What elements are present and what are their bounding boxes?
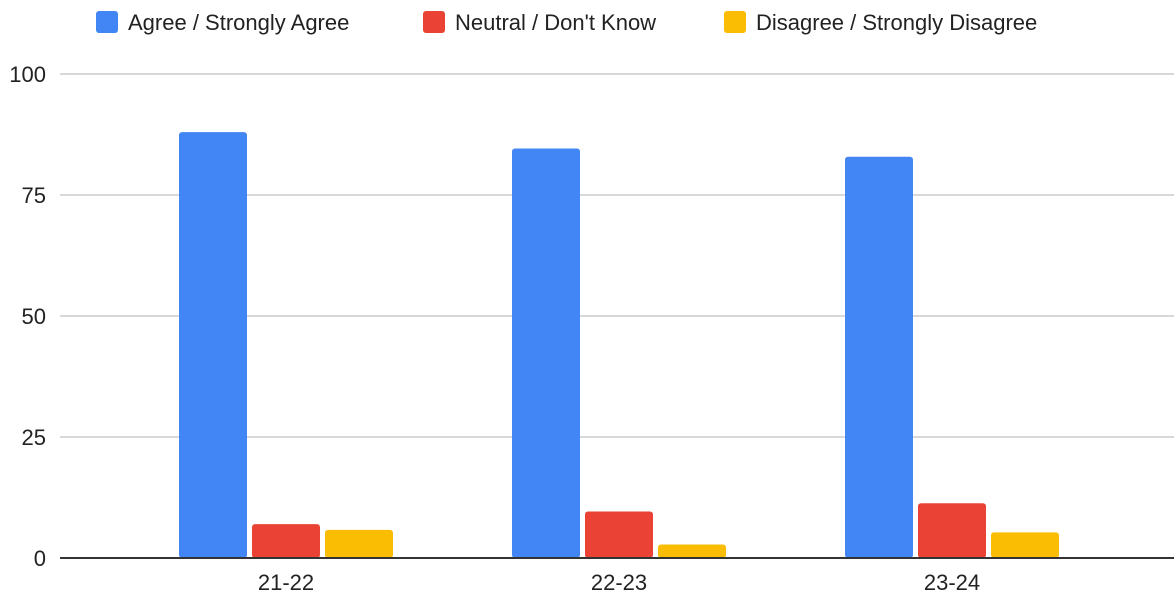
legend-swatch-3 [724, 11, 746, 33]
bar-21-22-3 [325, 529, 393, 558]
x-tick-label-21-22: 21-22 [258, 570, 314, 595]
bar-23-24-3 [991, 532, 1059, 558]
legend-label-1: Agree / Strongly Agree [128, 10, 349, 35]
x-axis-ticks: 21-22 22-23 23-24 [258, 570, 980, 595]
y-tick-label-0: 0 [34, 546, 46, 571]
y-tick-label-75: 75 [22, 183, 46, 208]
x-tick-label-23-24: 23-24 [924, 570, 980, 595]
bar-22-23-3 [658, 544, 726, 558]
legend-label-2: Neutral / Don't Know [455, 10, 656, 35]
legend-label-3: Disagree / Strongly Disagree [756, 10, 1037, 35]
bar-22-23-2 [585, 511, 653, 558]
y-tick-label-100: 100 [9, 62, 46, 87]
legend-swatch-2 [423, 11, 445, 33]
y-axis-ticks: 0 25 50 75 100 [9, 62, 46, 571]
y-tick-label-25: 25 [22, 425, 46, 450]
bar-22-23-1 [512, 148, 580, 558]
chart-legend: Agree / Strongly Agree Neutral / Don't Kn… [96, 10, 1037, 35]
bar-21-22-1 [179, 132, 247, 558]
bar-23-24-2 [918, 503, 986, 558]
legend-swatch-1 [96, 11, 118, 33]
chart-bars [179, 132, 1059, 559]
bar-23-24-1 [845, 156, 913, 559]
x-tick-label-22-23: 22-23 [591, 570, 647, 595]
bar-21-22-2 [252, 524, 320, 558]
y-tick-label-50: 50 [22, 304, 46, 329]
